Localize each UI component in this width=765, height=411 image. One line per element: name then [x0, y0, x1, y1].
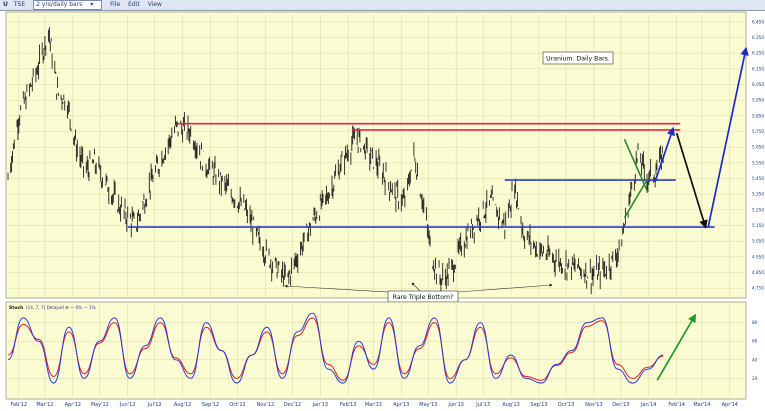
price-tick-label: 4.950: [752, 254, 764, 259]
price-grid: [8, 14, 746, 296]
triple-bottom-pointer-right: [457, 283, 553, 293]
price-tick-label: 5.650: [752, 145, 764, 150]
triple-bottom-pointer-mid: [411, 282, 421, 292]
date-tick-label: Aug'12: [174, 402, 192, 408]
date-tick-label: Oct'13: [558, 402, 574, 408]
date-tick-label: Dec'12: [284, 402, 301, 408]
period-label: 2 yrs/daily bars: [36, 1, 83, 8]
stoch-tick-label: 40: [752, 357, 758, 362]
date-tick-label: Jun'12: [119, 402, 136, 408]
triangle-line: [623, 178, 649, 219]
date-tick-label: Mar'14: [693, 402, 710, 408]
menu-view[interactable]: View: [147, 1, 162, 8]
date-tick-label: Feb'12: [11, 402, 28, 408]
price-tick-label: 5.250: [752, 207, 764, 212]
date-tick-label: Nov'12: [257, 402, 275, 408]
price-tick-label: 5.850: [752, 113, 764, 118]
projection-arrow-up: [654, 126, 675, 182]
price-tick-label: 5.050: [752, 239, 764, 244]
toolbar: U TSE 2 yrs/daily bars ▾ File Edit View: [0, 0, 765, 11]
date-tick-label: May'13: [419, 402, 437, 408]
chart-title: Uranium. Daily Bars.: [546, 56, 610, 63]
date-tick-label: Feb'13: [340, 402, 357, 408]
projection-arrow-up: [707, 46, 749, 228]
date-tick-label: Jan'14: [640, 402, 656, 408]
price-axis-labels: 6.450 6.350 6.250 6.150 6.050 5.950 5.850 5.750…: [752, 19, 764, 290]
annotation-text: Rare Triple Bottom?: [393, 294, 454, 301]
chevron-down-icon: ▾: [90, 1, 94, 8]
stoch-up-arrow: [656, 313, 697, 381]
price-tick-label: 5.350: [752, 192, 764, 197]
price-tick-label: 5.150: [752, 223, 764, 228]
annotation-lines: [127, 46, 749, 229]
date-tick-label: Jan'13: [312, 402, 328, 408]
menu-edit[interactable]: Edit: [128, 1, 140, 8]
date-tick-label: Sep'13: [530, 402, 547, 408]
triple-bottom-pointer-left: [284, 284, 389, 293]
date-tick-label: Jul'12: [147, 402, 162, 408]
stoch-k-line: [7, 312, 664, 384]
date-tick-label: May'12: [91, 402, 109, 408]
price-tick-label: 6.150: [752, 66, 764, 71]
date-tick-label: Oct'12: [229, 402, 245, 408]
date-tick-label: Jul'13: [475, 402, 490, 408]
stoch-tick-label: 80: [752, 320, 758, 325]
stoch-title: Stoch: [9, 305, 23, 311]
price-candles: [7, 27, 664, 297]
price-tick-label: 4.850: [752, 270, 764, 275]
date-tick-label: Apr'13: [393, 402, 409, 408]
stoch-tick-label: 60: [752, 339, 758, 344]
date-tick-label: Feb'14: [668, 402, 685, 408]
date-axis-labels: Feb'12 Mar'12 Apr'12 May'12 Jun'12 Jul'12 Aug'…: [11, 402, 738, 408]
date-tick-label: Apr'14: [722, 402, 738, 408]
date-tick-label: Mar'13: [365, 402, 382, 408]
stoch-legend: (14, 7, 7) Delayed ⊕ — 0% — 1%: [26, 305, 96, 310]
price-tick-label: 6.050: [752, 82, 764, 87]
exchange-label: TSE: [13, 1, 26, 8]
date-tick-label: Apr'12: [65, 402, 81, 408]
price-tick-label: 5.750: [752, 129, 764, 134]
price-tick-label: 5.450: [752, 176, 764, 181]
title-box: [542, 51, 614, 65]
date-tick-label: Nov'13: [585, 402, 603, 408]
price-tick-label: 5.950: [752, 98, 764, 103]
price-tick-label: 4.750: [752, 286, 764, 291]
symbol-label[interactable]: U: [3, 1, 8, 8]
date-tick-label: Jun'13: [447, 402, 464, 408]
date-tick-label: Sep'12: [202, 402, 219, 408]
price-tick-label: 5.550: [752, 160, 764, 165]
projection-arrow-down: [675, 132, 708, 229]
price-tick-label: 6.250: [752, 51, 764, 56]
date-tick-label: Mar'12: [36, 402, 53, 408]
period-select[interactable]: 2 yrs/daily bars ▾: [33, 0, 103, 10]
stoch-lines: [7, 312, 697, 384]
price-tick-label: 6.450: [752, 19, 764, 24]
menu-file[interactable]: File: [110, 1, 121, 8]
stoch-tick-label: 20: [752, 376, 758, 381]
price-tick-label: 6.350: [752, 35, 764, 40]
date-tick-label: Dec'13: [612, 402, 629, 408]
stoch-panel-bg: [5, 301, 747, 400]
stoch-axis-labels: 80 60 40 20: [752, 320, 758, 381]
date-tick-label: Aug'13: [502, 402, 520, 408]
